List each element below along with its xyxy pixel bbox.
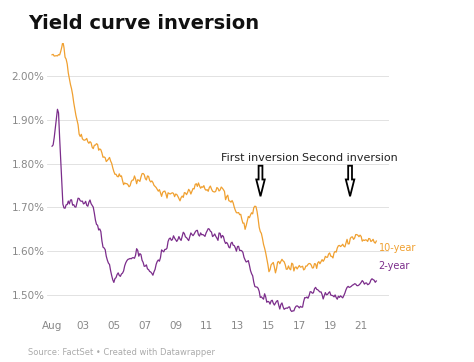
Text: 2-year: 2-year [379, 261, 410, 271]
Text: 10-year: 10-year [379, 243, 416, 253]
Polygon shape [256, 166, 265, 196]
Text: Source: FactSet • Created with Datawrapper: Source: FactSet • Created with Datawrapp… [28, 348, 216, 357]
Text: Yield curve inversion: Yield curve inversion [28, 14, 260, 33]
Polygon shape [346, 166, 355, 196]
Text: First inversion: First inversion [221, 153, 300, 163]
Text: Second inversion: Second inversion [302, 153, 398, 163]
